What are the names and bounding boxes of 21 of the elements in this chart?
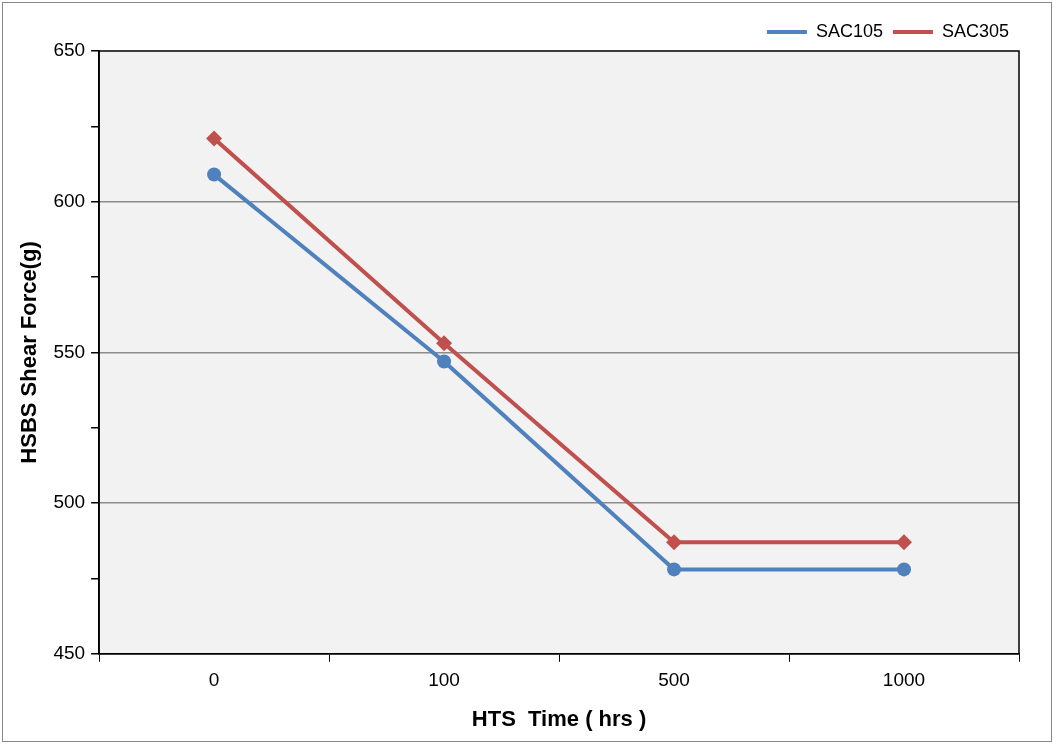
y-tick-label: 550: [53, 340, 86, 362]
y-tick-label: 500: [53, 491, 86, 513]
x-axis-title: HTS Time ( hrs ): [471, 705, 647, 731]
y-tick-label: 600: [53, 189, 86, 211]
point: [207, 167, 222, 182]
point: [206, 130, 223, 147]
y-tick-label: 450: [53, 642, 86, 664]
point: [436, 335, 453, 352]
point: [667, 562, 682, 577]
x-tick-label: 0: [208, 669, 220, 691]
point: [666, 534, 683, 551]
x-tick-label: 1000: [882, 669, 926, 691]
y-axis-title: HSBS Shear Force(g): [16, 241, 42, 464]
legend-label: SAC305: [941, 20, 1009, 41]
point: [437, 354, 452, 369]
x-tick-label: 500: [658, 669, 690, 691]
y-tick-label: 650: [53, 39, 86, 61]
point: [897, 562, 912, 577]
legend-label: SAC105: [815, 20, 883, 41]
x-tick-label: 100: [428, 669, 460, 691]
point: [896, 534, 913, 551]
